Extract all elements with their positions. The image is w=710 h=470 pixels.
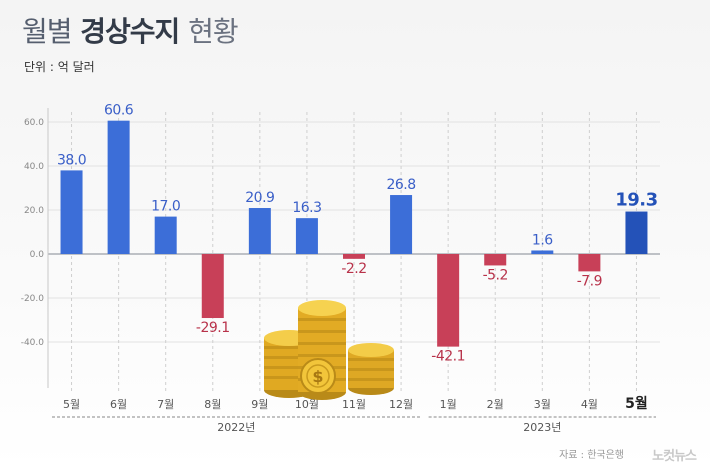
value-label: 17.0 [151,199,180,215]
value-label: 60.6 [104,103,134,119]
bar [201,254,224,319]
x-tick-label: 9월 [251,398,268,411]
x-tick-label: 12월 [389,398,413,411]
coin-dollar-icon: $ [300,358,336,394]
y-tick-label: -20.0 [21,294,45,304]
chart-title: 월별 경상수지 현황 [22,10,239,50]
x-tick-label: 10월 [295,398,319,411]
bar [154,216,177,254]
x-tick-label: 8월 [204,398,221,411]
x-tick-label: 4월 [581,398,598,411]
year-label: 2023년 [523,421,561,434]
year-label: 2022년 [217,421,255,434]
svg-text:$: $ [312,367,323,386]
x-tick-label: 2월 [487,398,504,411]
value-label: -2.2 [341,261,366,277]
y-tick-label: 0.0 [30,250,45,260]
source-note: 자료 : 한국은행 [559,450,624,461]
value-label: 1.6 [532,232,553,248]
bar [625,211,648,254]
x-tick-label: 5월 [63,398,80,411]
x-axis: 5월 6월 7월 8월 9월 10월 11월 12월 1월 2월 3월 4월 5월 [63,395,648,412]
bar [578,254,601,272]
y-tick-label: -40.0 [21,338,45,348]
value-label: -42.1 [431,349,465,365]
x-tick-label: 6월 [110,398,127,411]
value-label: -7.9 [577,273,602,289]
bars-layer [60,120,648,347]
value-label: -29.1 [196,320,230,336]
title-part-3: 현황 [188,15,239,48]
bar [60,170,83,254]
year-groups: 2022년 2023년 [52,416,656,434]
x-tick-label: 1월 [440,398,457,411]
coin-stack-icon: $ [264,300,394,400]
bar [390,195,413,254]
x-tick-label: 3월 [534,398,551,411]
value-label: 26.8 [386,177,415,193]
bar [437,254,460,347]
title-part-1: 월별 [22,15,73,48]
x-tick-label: 5월 [625,395,648,412]
value-label: 38.0 [57,152,86,168]
value-label: 20.9 [245,190,274,206]
value-label: 16.3 [292,200,321,216]
value-labels: 38.0 60.6 17.0 -29.1 20.9 16.3 -2.2 26.8 -42.1 -5… [57,103,658,365]
value-label: 19.3 [615,190,657,211]
value-label: -5.2 [483,267,508,283]
bar [107,120,130,255]
bar [343,254,365,259]
y-axis: 60.0 40.0 20.0 0.0 -20.0 -40.0 [21,108,49,388]
brand-logo: 노컷뉴스 [652,449,697,464]
bar [248,208,271,254]
y-tick-label: 60.0 [24,118,44,128]
x-tick-label: 7월 [157,398,174,411]
title-part-2: 경상수지 [80,15,180,48]
coin-stack-right-icon [348,343,394,395]
y-tick-label: 20.0 [24,206,44,216]
bar [295,218,318,254]
bar [484,254,507,266]
x-tick-label: 11월 [342,398,366,411]
y-tick-label: 40.0 [24,162,44,172]
unit-label: 단위 : 억 달러 [24,60,95,74]
bar [531,250,554,254]
